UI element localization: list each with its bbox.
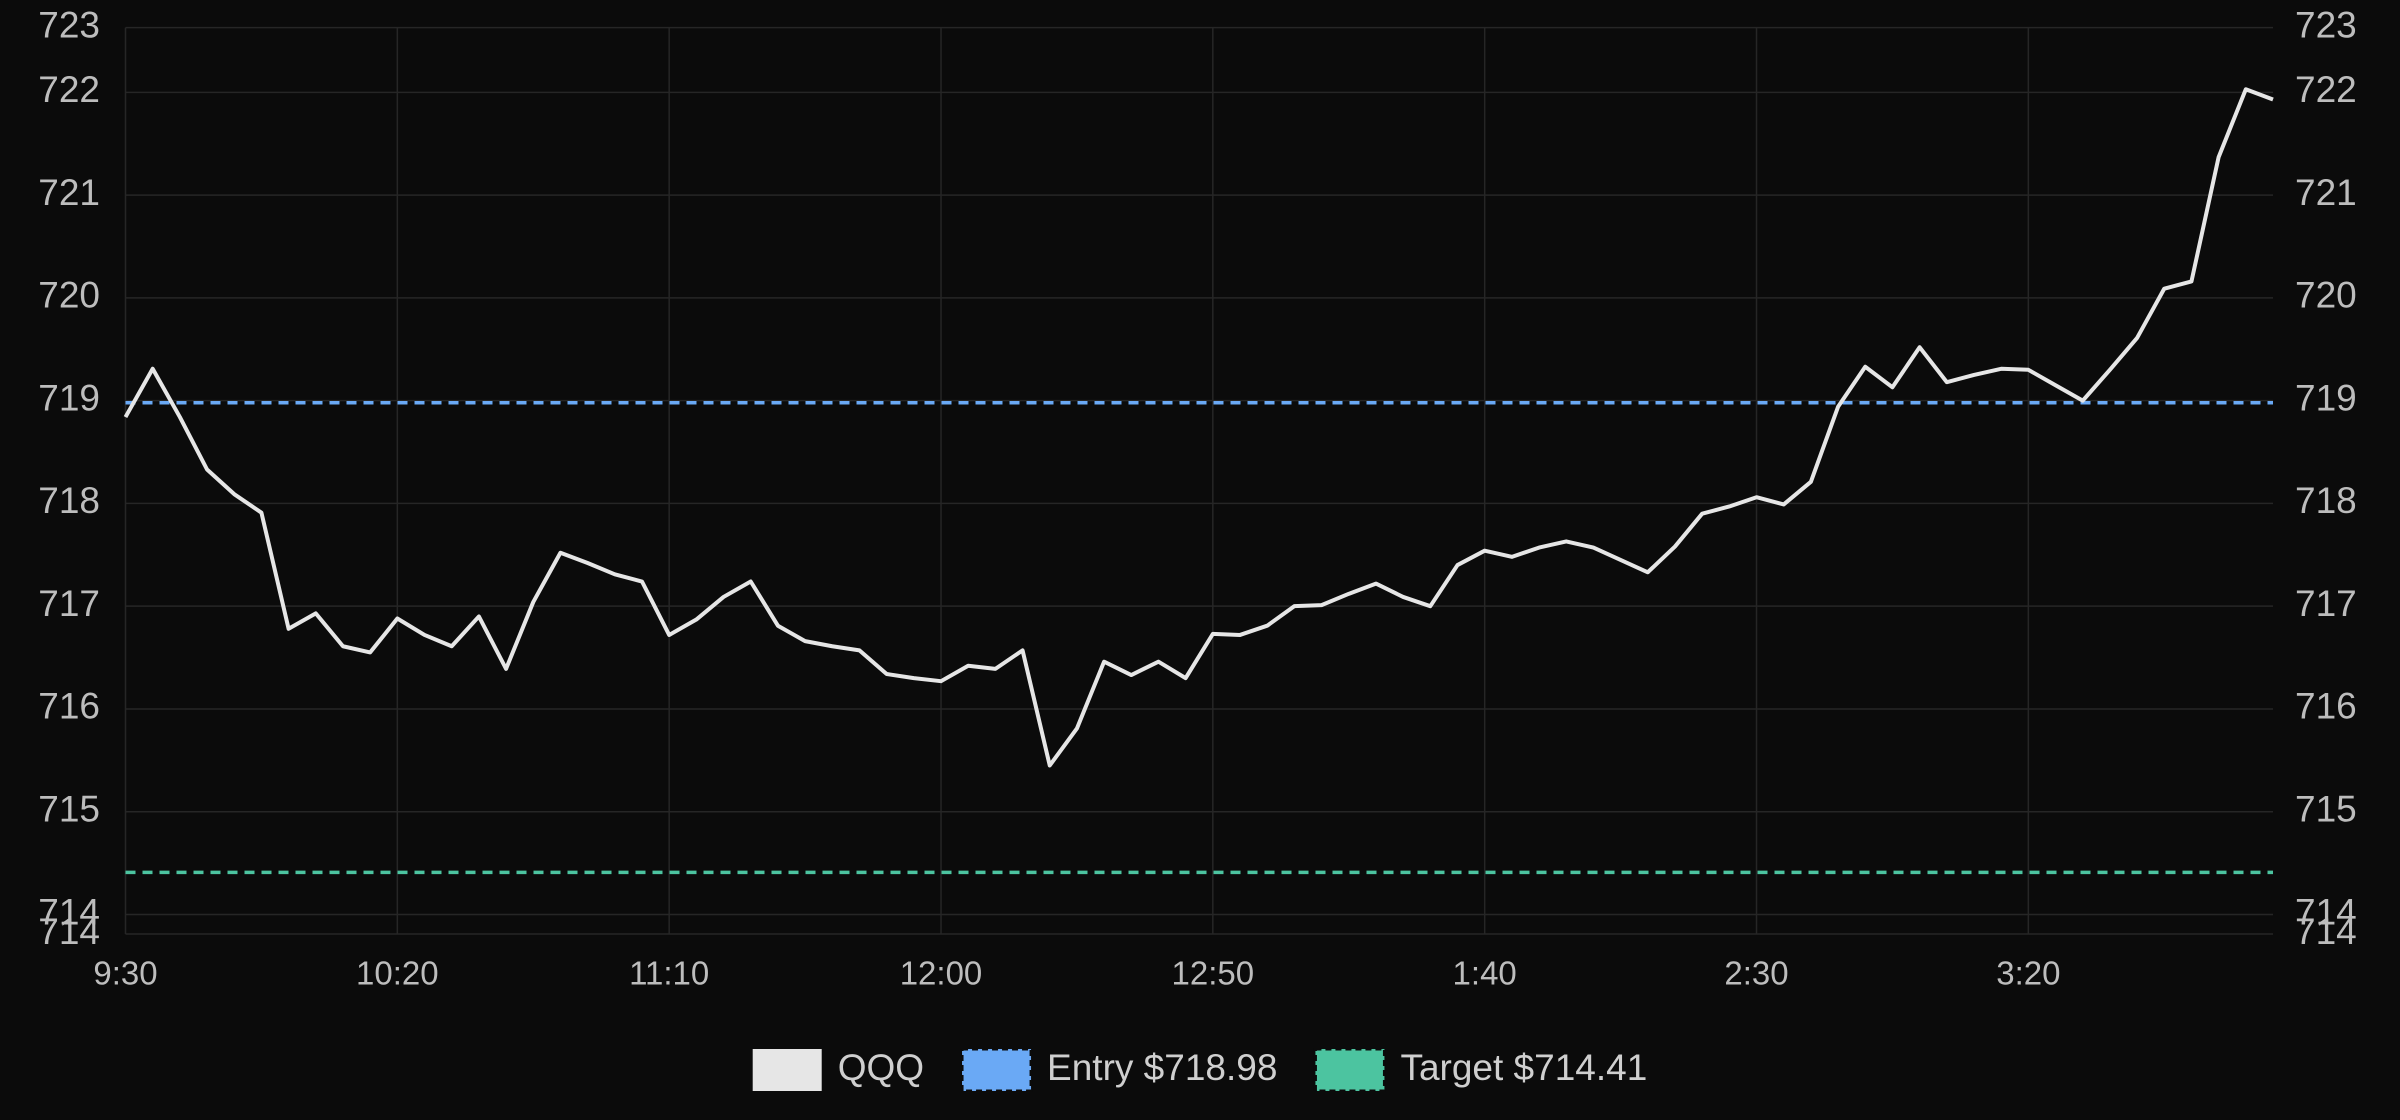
- x-tick-label: 1:40: [1453, 955, 1517, 992]
- y-tick-label-right: 722: [2295, 69, 2357, 110]
- y-tick-label: 722: [38, 69, 100, 110]
- y-tick-label-right: 718: [2295, 480, 2357, 521]
- y-tick-label: 715: [38, 788, 100, 829]
- y-tick-label-right: 714: [2295, 891, 2357, 932]
- y-tick-label-right: 723: [2295, 4, 2357, 45]
- legend-swatch: [752, 1049, 822, 1091]
- y-tick-label: 720: [38, 275, 100, 316]
- y-tick-label: 717: [38, 583, 100, 624]
- x-tick-label: 12:00: [900, 955, 983, 992]
- legend-swatch: [960, 1047, 1033, 1093]
- x-tick-label: 10:20: [356, 955, 439, 992]
- y-tick-label: 718: [38, 480, 100, 521]
- y-tick-label: 721: [38, 172, 100, 213]
- x-tick-label: 2:30: [1724, 955, 1788, 992]
- y-tick-label: 716: [38, 686, 100, 727]
- y-tick-label: 714: [38, 911, 100, 952]
- y-tick-label-right: 717: [2295, 583, 2357, 624]
- x-tick-label: 3:20: [1996, 955, 2060, 992]
- legend-label: QQQ: [838, 1047, 924, 1088]
- y-tick-label-right: 719: [2295, 377, 2357, 418]
- y-tick-label-right: 715: [2295, 788, 2357, 829]
- y-tick-label: 714: [38, 891, 100, 932]
- x-tick-label: 11:10: [629, 955, 709, 992]
- x-tick-label: 12:50: [1172, 955, 1255, 992]
- legend: QQQ Entry $718.98 Target $714.41: [752, 1047, 1647, 1093]
- y-tick-label-right: 714: [2295, 911, 2357, 952]
- y-tick-label: 723: [38, 4, 100, 45]
- y-tick-label: 719: [38, 377, 100, 418]
- y-tick-label-right: 716: [2295, 686, 2357, 727]
- x-tick-label: 9:30: [93, 955, 157, 992]
- legend-label: Target $714.41: [1400, 1047, 1647, 1088]
- price-line: [123, 87, 2274, 768]
- legend-label: Entry $718.98: [1047, 1047, 1277, 1088]
- y-tick-label-right: 720: [2295, 275, 2357, 316]
- legend-swatch: [1313, 1047, 1386, 1093]
- y-tick-label-right: 721: [2295, 172, 2357, 213]
